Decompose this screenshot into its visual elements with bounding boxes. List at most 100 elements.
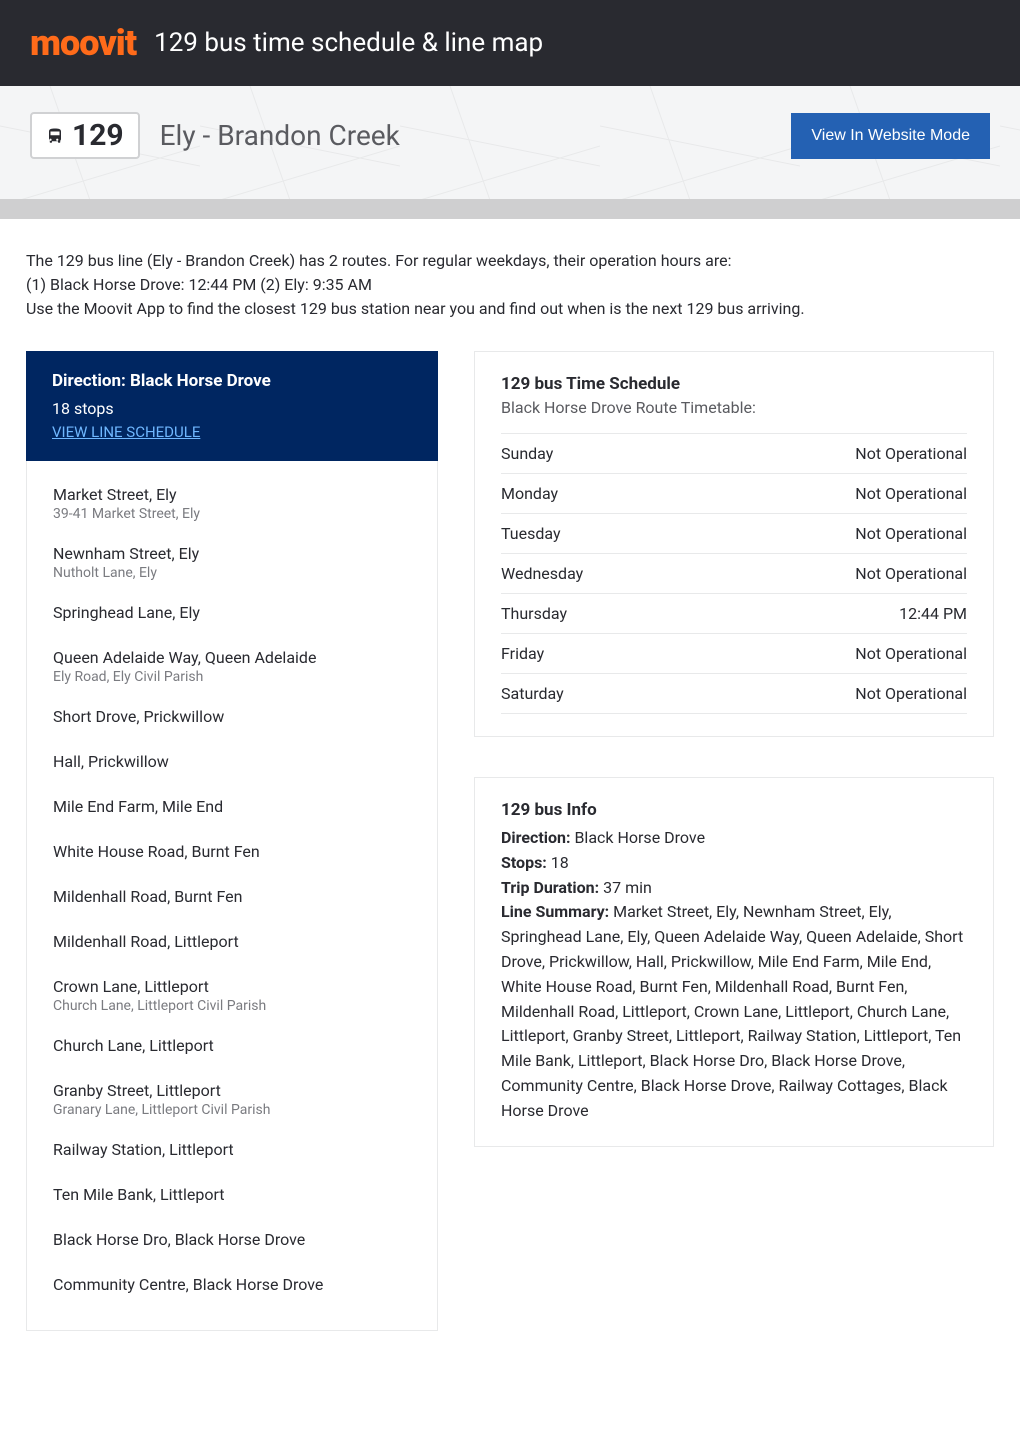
brand-logo: moovit: [30, 22, 136, 64]
stop-name: Hall, Prickwillow: [53, 752, 411, 771]
route-badge: 129: [30, 112, 140, 159]
stop-name: Crown Lane, Littleport: [53, 977, 411, 996]
info-title: 129 bus Info: [501, 800, 967, 820]
stop-name: Queen Adelaide Way, Queen Adelaide: [53, 648, 411, 667]
stop-name: Railway Station, Littleport: [53, 1140, 411, 1159]
top-banner: moovit 129 bus time schedule & line map: [0, 0, 1020, 86]
stop-name: Black Horse Dro, Black Horse Drove: [53, 1230, 411, 1249]
info-direction: Direction: Black Horse Drove: [501, 826, 967, 851]
schedule-time: Not Operational: [855, 564, 967, 583]
stop-sublabel: 39-41 Market Street, Ely: [53, 506, 411, 522]
schedule-day: Sunday: [501, 444, 553, 463]
schedule-time: Not Operational: [855, 524, 967, 543]
stop-item: Ten Mile Bank, Littleport: [53, 1185, 411, 1204]
direction-card: Direction: Black Horse Drove 18 stops VI…: [26, 351, 438, 461]
schedule-card: 129 bus Time Schedule Black Horse Drove …: [474, 351, 994, 737]
schedule-row: Thursday 12:44 PM: [501, 593, 967, 633]
right-column: 129 bus Time Schedule Black Horse Drove …: [474, 351, 994, 1147]
stop-name: Newnham Street, Ely: [53, 544, 411, 563]
view-line-schedule-link[interactable]: VIEW LINE SCHEDULE: [52, 423, 200, 441]
info-card: 129 bus Info Direction: Black Horse Drov…: [474, 777, 994, 1147]
stop-item: Mildenhall Road, Burnt Fen: [53, 887, 411, 906]
stop-item: Market Street, Ely 39-41 Market Street, E…: [53, 485, 411, 522]
schedule-day: Monday: [501, 484, 558, 503]
stop-name: Community Centre, Black Horse Drove: [53, 1275, 411, 1294]
content-columns: Direction: Black Horse Drove 18 stops VI…: [0, 351, 1020, 1371]
schedule-subtitle: Black Horse Drove Route Timetable:: [501, 398, 967, 417]
info-summary-label: Line Summary:: [501, 902, 609, 921]
info-direction-value: Black Horse Drove: [570, 828, 705, 847]
schedule-day: Thursday: [501, 604, 567, 623]
schedule-row: Friday Not Operational: [501, 633, 967, 673]
stop-name: Granby Street, Littleport: [53, 1081, 411, 1100]
stop-name: Short Drove, Prickwillow: [53, 707, 411, 726]
schedule-day: Friday: [501, 644, 544, 663]
stop-item: Mile End Farm, Mile End: [53, 797, 411, 816]
stop-item: Community Centre, Black Horse Drove: [53, 1275, 411, 1294]
schedule-time: Not Operational: [855, 644, 967, 663]
stop-item: Church Lane, Littleport: [53, 1036, 411, 1055]
info-duration-label: Trip Duration:: [501, 878, 599, 897]
stop-sublabel: Church Lane, Littleport Civil Parish: [53, 998, 411, 1014]
stop-name: Market Street, Ely: [53, 485, 411, 504]
schedule-title: 129 bus Time Schedule: [501, 374, 967, 394]
view-website-mode-button[interactable]: View In Website Mode: [791, 113, 990, 159]
intro-text: The 129 bus line (Ely - Brandon Creek) h…: [0, 219, 1020, 351]
schedule-row: Wednesday Not Operational: [501, 553, 967, 593]
schedule-row: Monday Not Operational: [501, 473, 967, 513]
schedule-day: Saturday: [501, 684, 564, 703]
route-number: 129: [72, 118, 124, 153]
schedule-day: Wednesday: [501, 564, 583, 583]
page-title: 129 bus time schedule & line map: [154, 28, 543, 58]
schedule-day: Tuesday: [501, 524, 561, 543]
schedule-table: Sunday Not Operational Monday Not Operation…: [501, 433, 967, 714]
schedule-row: Saturday Not Operational: [501, 673, 967, 714]
stop-item: Black Horse Dro, Black Horse Drove: [53, 1230, 411, 1249]
stop-item: Newnham Street, Ely Nutholt Lane, Ely: [53, 544, 411, 581]
stop-item: Queen Adelaide Way, Queen Adelaide Ely Ro…: [53, 648, 411, 685]
schedule-time: Not Operational: [855, 484, 967, 503]
stop-sublabel: Granary Lane, Littleport Civil Parish: [53, 1102, 411, 1118]
stop-name: Church Lane, Littleport: [53, 1036, 411, 1055]
intro-line-2: (1) Black Horse Drove: 12:44 PM (2) Ely:…: [26, 273, 994, 297]
route-header-left: 129 Ely - Brandon Creek: [30, 112, 400, 159]
stops-list: Market Street, Ely 39-41 Market Street, E…: [26, 461, 438, 1331]
schedule-time: 12:44 PM: [899, 604, 967, 623]
stop-name: Mildenhall Road, Burnt Fen: [53, 887, 411, 906]
stop-sublabel: Nutholt Lane, Ely: [53, 565, 411, 581]
schedule-time: Not Operational: [855, 684, 967, 703]
info-stops-value: 18: [547, 853, 569, 872]
bus-icon: [46, 127, 64, 145]
route-header: 129 Ely - Brandon Creek View In Website …: [0, 86, 1020, 199]
intro-line-3: Use the Moovit App to find the closest 1…: [26, 297, 994, 321]
stop-sublabel: Ely Road, Ely Civil Parish: [53, 669, 411, 685]
left-column: Direction: Black Horse Drove 18 stops VI…: [26, 351, 438, 1331]
direction-stops-count: 18 stops: [52, 399, 412, 418]
info-duration-value: 37 min: [599, 878, 652, 897]
stop-name: White House Road, Burnt Fen: [53, 842, 411, 861]
stop-name: Mile End Farm, Mile End: [53, 797, 411, 816]
divider-strip: [0, 199, 1020, 219]
stop-item: Hall, Prickwillow: [53, 752, 411, 771]
stop-item: Crown Lane, Littleport Church Lane, Littl…: [53, 977, 411, 1014]
direction-title: Direction: Black Horse Drove: [52, 371, 412, 391]
stop-item: Springhead Lane, Ely: [53, 603, 411, 622]
stop-item: Railway Station, Littleport: [53, 1140, 411, 1159]
info-direction-label: Direction:: [501, 828, 570, 847]
stop-name: Springhead Lane, Ely: [53, 603, 411, 622]
intro-line-1: The 129 bus line (Ely - Brandon Creek) h…: [26, 249, 994, 273]
stop-item: Short Drove, Prickwillow: [53, 707, 411, 726]
stop-item: Mildenhall Road, Littleport: [53, 932, 411, 951]
info-stops: Stops: 18: [501, 851, 967, 876]
stop-item: Granby Street, Littleport Granary Lane, L…: [53, 1081, 411, 1118]
info-duration: Trip Duration: 37 min: [501, 876, 967, 901]
brand-logo-text: moovit: [30, 22, 136, 64]
stop-name: Ten Mile Bank, Littleport: [53, 1185, 411, 1204]
info-stops-label: Stops:: [501, 853, 547, 872]
schedule-row: Tuesday Not Operational: [501, 513, 967, 553]
route-title: Ely - Brandon Creek: [160, 119, 400, 152]
stop-item: White House Road, Burnt Fen: [53, 842, 411, 861]
schedule-row: Sunday Not Operational: [501, 433, 967, 473]
info-summary: Line Summary: Market Street, Ely, Newnha…: [501, 900, 967, 1123]
schedule-time: Not Operational: [855, 444, 967, 463]
